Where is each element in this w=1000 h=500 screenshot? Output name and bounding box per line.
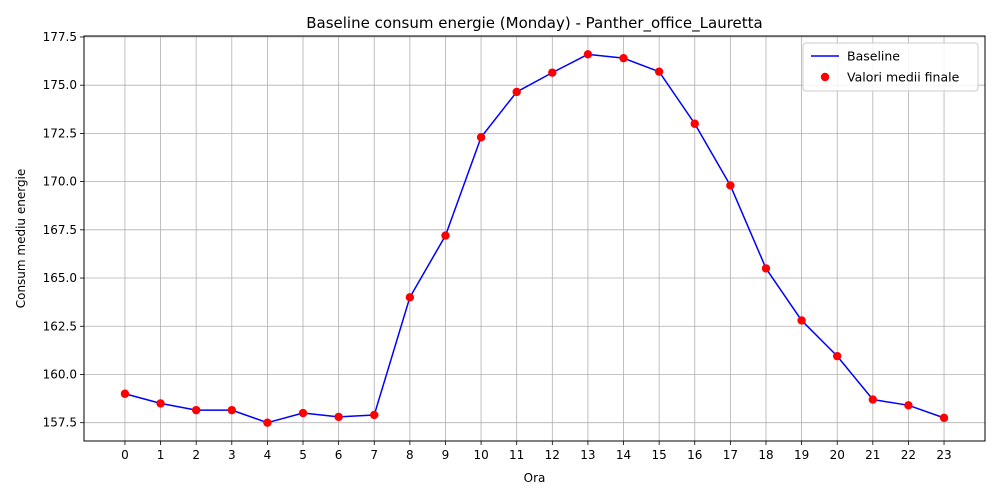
y-tick-label: 177.5	[43, 30, 77, 44]
x-tick-label: 9	[442, 448, 450, 462]
data-point	[156, 399, 165, 408]
y-tick-label: 175.0	[43, 78, 77, 92]
y-tick-label: 165.0	[43, 271, 77, 285]
data-point	[548, 68, 557, 77]
data-point	[441, 231, 450, 240]
data-point	[654, 67, 664, 76]
x-tick-label: 19	[794, 448, 809, 462]
x-tick-label: 0	[121, 448, 129, 462]
chart-title: Baseline consum energie (Monday) - Panth…	[306, 14, 763, 33]
y-tick-label: 170.0	[43, 175, 77, 189]
x-tick-label: 23	[936, 448, 951, 462]
data-point	[761, 264, 771, 273]
legend-marker-swatch	[820, 72, 830, 82]
x-tick-label: 11	[509, 448, 524, 462]
x-tick-label: 6	[335, 448, 343, 462]
data-point	[868, 395, 878, 404]
y-tick-label: 162.5	[43, 319, 77, 333]
data-point	[120, 389, 130, 398]
data-point	[833, 351, 842, 361]
baseline-series	[124, 53, 945, 424]
data-point	[726, 181, 735, 190]
x-tick-label: 22	[901, 448, 916, 462]
data-point	[405, 293, 415, 302]
data-point	[583, 50, 593, 59]
x-axis-label: Ora	[524, 471, 546, 485]
x-tick-label: 1	[157, 448, 165, 462]
legend-box	[802, 42, 979, 92]
x-tick-label: 17	[723, 448, 738, 462]
x-tick-label: 12	[545, 448, 560, 462]
x-tick-label: 16	[687, 448, 702, 462]
x-tick-label: 10	[473, 448, 488, 462]
legend: Baseline Valori medii finale	[802, 42, 979, 92]
scatter-series	[120, 50, 949, 427]
data-point	[476, 133, 486, 142]
x-tick-label: 21	[865, 448, 880, 462]
data-point	[191, 405, 201, 415]
y-tick-label: 157.5	[43, 416, 77, 430]
x-tick-label: 8	[406, 448, 414, 462]
data-point	[334, 412, 343, 422]
data-point	[904, 401, 913, 410]
data-point	[227, 405, 236, 415]
data-point	[797, 316, 806, 325]
x-axis: 0 1 2 3 4 5 6 7 8 9 10 11 12 13 14 15 16 17 18 19 20 21 22 23	[121, 441, 952, 462]
x-tick-label: 14	[616, 448, 631, 462]
legend-label-scatter: Valori medii finale	[847, 70, 960, 85]
x-tick-label: 13	[580, 448, 595, 462]
y-axis: 157.5 160.0 162.5 165.0 167.5 170.0 172.5 175.0…	[43, 30, 84, 430]
x-tick-label: 5	[299, 448, 307, 462]
plot-frame	[83, 35, 986, 442]
x-tick-label: 3	[228, 448, 236, 462]
y-tick-label: 167.5	[43, 223, 77, 237]
data-point	[619, 53, 628, 63]
data-point	[263, 418, 272, 427]
y-axis-label: Consum mediu energie	[14, 169, 28, 309]
x-tick-label: 7	[370, 448, 378, 462]
legend-label-baseline: Baseline	[847, 49, 900, 64]
x-tick-label: 18	[758, 448, 773, 462]
data-point	[690, 119, 699, 128]
x-tick-label: 20	[830, 448, 845, 462]
x-tick-label: 4	[264, 448, 272, 462]
y-tick-label: 160.0	[43, 367, 77, 381]
baseline-line	[124, 53, 945, 424]
x-tick-label: 2	[192, 448, 200, 462]
x-tick-label: 15	[652, 448, 667, 462]
data-point	[939, 413, 949, 423]
data-point	[370, 410, 379, 420]
data-point	[512, 87, 521, 97]
data-point	[298, 408, 308, 418]
y-tick-label: 172.5	[43, 126, 77, 140]
